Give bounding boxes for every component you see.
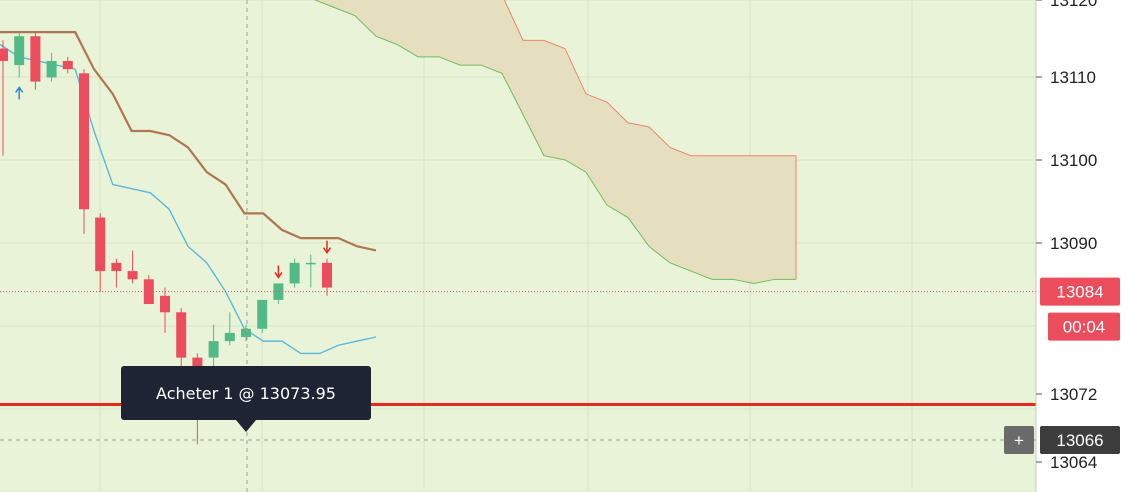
- candle-body: [241, 328, 251, 337]
- candle-body: [273, 283, 284, 300]
- candle-body: [289, 262, 300, 284]
- cloud-lower-line: [313, 0, 796, 284]
- arrow-head: [274, 272, 283, 279]
- candle: [160, 287, 170, 333]
- ichimoku-cloud: [313, 0, 797, 284]
- candle-body: [14, 36, 25, 66]
- candle-body: [224, 332, 235, 342]
- candle: [208, 324, 219, 370]
- candle-body: [127, 271, 138, 280]
- cloud-upper-line: [503, 0, 796, 157]
- candle: [46, 52, 57, 82]
- price-tag: [1040, 277, 1120, 306]
- arrow-head: [15, 86, 24, 93]
- tooltip-pointer: [236, 420, 256, 432]
- price-axis-labels: 13120 13110 13100 13090 13072 13064 13084 00:04…: [1004, 0, 1120, 492]
- countdown-label: 00:04: [1063, 318, 1106, 337]
- candle: [257, 299, 268, 333]
- crosshair-price-tag: [1040, 426, 1120, 454]
- candle-body: [30, 36, 41, 82]
- candle: [143, 275, 154, 305]
- candle-body: [322, 262, 332, 288]
- candle: [224, 312, 235, 346]
- axis-tick-label: 13072: [1050, 385, 1097, 404]
- candle-body: [305, 262, 316, 265]
- tooltip-label: Acheter 1 @ 13073.95: [156, 384, 336, 403]
- candle: [79, 69, 89, 234]
- buy-arrow-icon: [15, 86, 24, 100]
- candle: [127, 250, 138, 284]
- price-axis[interactable]: [1036, 0, 1136, 492]
- candle-body: [95, 217, 106, 272]
- candle-body: [176, 312, 187, 358]
- crosshair-plus-button: [1004, 426, 1034, 454]
- candle-body: [143, 279, 154, 305]
- candle: [111, 258, 122, 288]
- candle: [14, 32, 25, 78]
- candle-body: [160, 295, 170, 313]
- arrow-head: [322, 247, 332, 255]
- order-tooltip: Acheter 1 @ 13073.95: [121, 366, 371, 432]
- candle-body: [111, 262, 122, 272]
- price-tag-label: 13084: [1056, 283, 1103, 302]
- axis-tick-label: 13090: [1050, 234, 1097, 253]
- candle-body: [0, 48, 8, 61]
- candle: [273, 283, 284, 305]
- candle-body: [79, 73, 89, 210]
- tenkan-line: [0, 43, 377, 355]
- sell-arrow-icon: [322, 240, 332, 255]
- candle: [241, 324, 251, 342]
- axis-tick-label: 13110: [1050, 68, 1096, 87]
- crosshair-price-label: 13066: [1056, 431, 1103, 450]
- indicator-lines: [0, 31, 377, 355]
- candle-body: [62, 60, 73, 70]
- countdown-tag: [1048, 312, 1120, 341]
- candle: [95, 213, 106, 292]
- cloud-area: [315, 0, 796, 284]
- candle: [289, 258, 300, 288]
- tooltip-box: [121, 366, 371, 420]
- plus-icon: +: [1014, 431, 1024, 450]
- candle: [30, 32, 41, 90]
- candle-body: [46, 60, 57, 78]
- candle: [176, 308, 187, 366]
- candle-body: [208, 341, 219, 358]
- sell-arrow-icon: [274, 265, 283, 279]
- axis-tick-label: 13064: [1050, 453, 1097, 472]
- candle: [0, 40, 8, 156]
- axis-tick-label: 13120: [1050, 0, 1097, 10]
- candle: [322, 258, 332, 296]
- kijun-line: [0, 31, 377, 252]
- axis-tick-label: 13100: [1050, 151, 1097, 170]
- candle: [305, 254, 316, 288]
- candle: [62, 56, 73, 74]
- candle-body: [257, 299, 268, 329]
